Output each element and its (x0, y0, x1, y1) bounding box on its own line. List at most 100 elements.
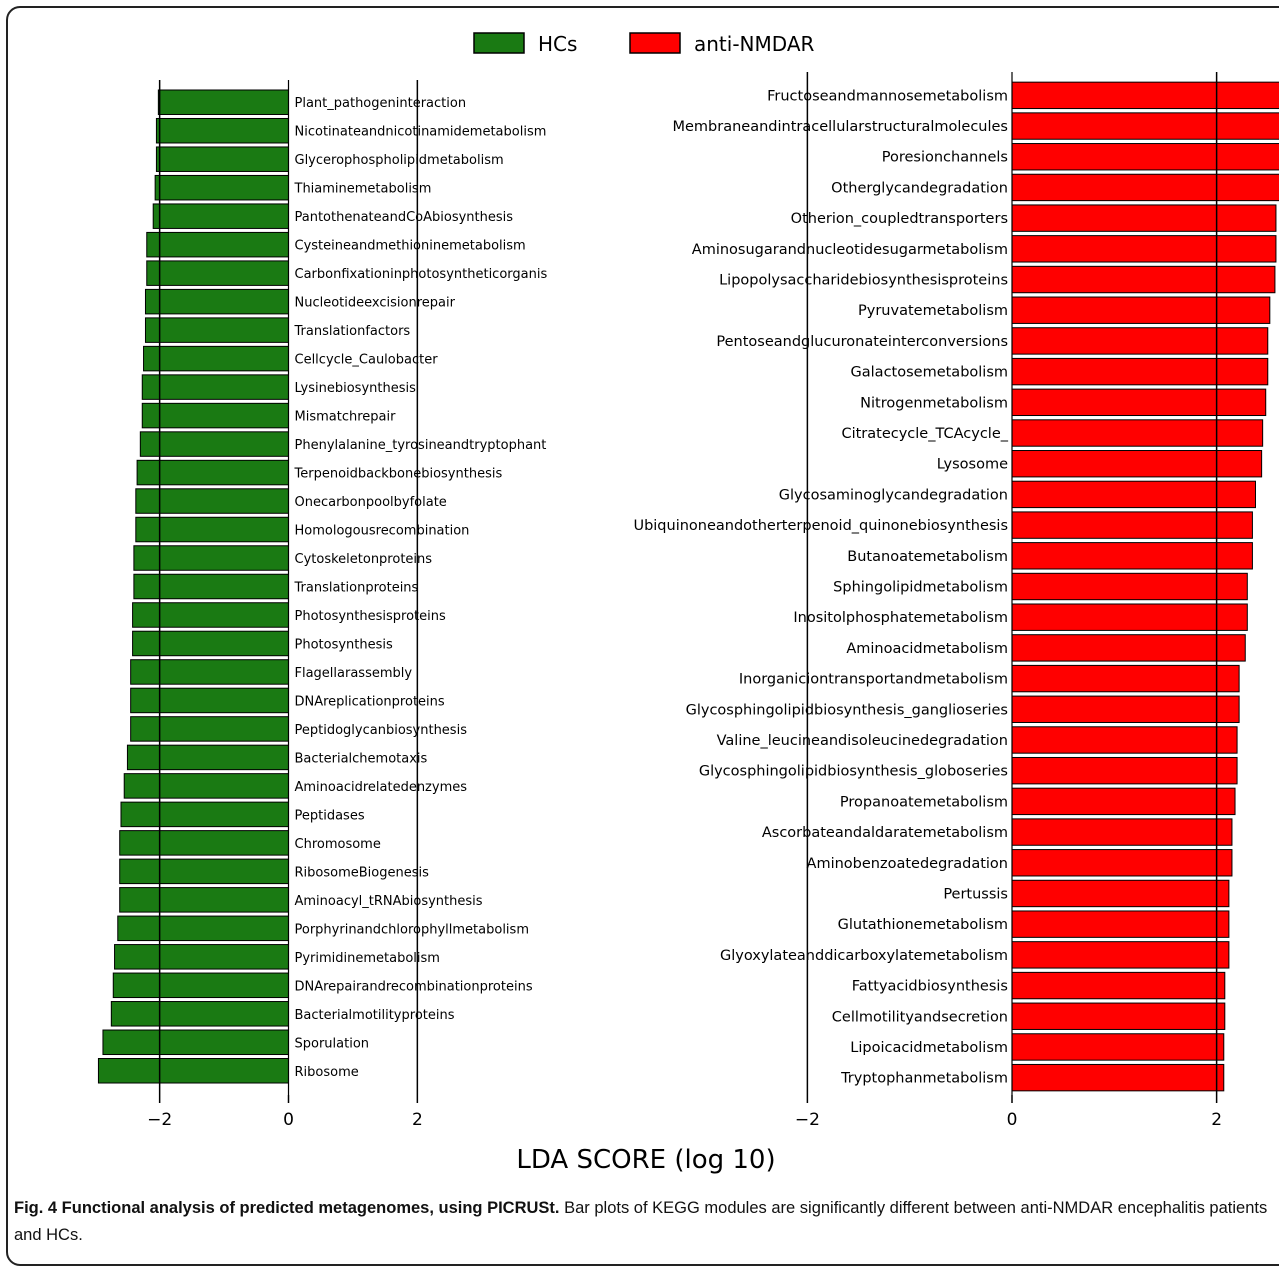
category-label: Membraneandintracellularstructuralmolecu… (673, 119, 1009, 135)
category-label: Lysosome (937, 457, 1008, 473)
bar-peptidoglycanbiosynthesis (130, 716, 289, 742)
category-label: Inositolphosphatemetabolism (793, 610, 1008, 626)
category-label: Homologousrecombination (295, 524, 470, 539)
bar-nucleotideexcisionrepair (144, 288, 289, 315)
bar-propanoatemetabolism (1011, 787, 1236, 816)
legend-label-anti-nmdar: anti-NMDAR (694, 32, 814, 56)
category-label: Tryptophanmetabolism (840, 1071, 1008, 1087)
bar-lysosome (1011, 450, 1263, 478)
bar-onecarbonpoolbyfolate (135, 488, 289, 514)
category-label: Translationfactors (294, 324, 411, 339)
caption-text: Bar plots of KEGG modules are significan… (14, 1199, 1268, 1244)
category-label: Mismatchrepair (295, 410, 397, 425)
category-label: Bacterialmotilityproteins (295, 1008, 455, 1023)
bar-citratecycle-tcacycle (1011, 419, 1264, 447)
category-label: Sporulation (295, 1036, 370, 1051)
category-label: Chromosome (295, 837, 381, 852)
category-label: Glycosaminoglycandegradation (779, 487, 1008, 503)
bar-sphingolipidmetabolism (1011, 572, 1248, 601)
bar-glycosphingolipidbiosynthesis-globoseries (1011, 756, 1238, 785)
bar-nicotinateandnicotinamidemetabolism (155, 117, 289, 144)
bar-cellmotilityandsecretion (1011, 1002, 1226, 1030)
bar-mismatchrepair (141, 402, 289, 429)
category-label: Porphyrinandchlorophyllmetabolism (295, 922, 529, 937)
category-label: Onecarbonpoolbyfolate (295, 495, 447, 510)
bar-butanoatemetabolism (1011, 542, 1253, 570)
bar-fattyacidbiosynthesis (1011, 971, 1226, 1000)
bar-chromosome (119, 830, 289, 856)
category-label: Peptidoglycanbiosynthesis (295, 723, 468, 738)
bar-sporulation (102, 1029, 290, 1056)
category-label: RibosomeBiogenesis (295, 865, 430, 880)
bar-ubiquinoneandotherterpenoid-quinonebiosynthesis (1011, 511, 1253, 539)
bar-nitrogenmetabolism (1011, 388, 1267, 417)
figure-caption: Fig. 4 Functional analysis of predicted … (14, 1195, 1276, 1249)
category-label: DNAreplicationproteins (295, 694, 445, 709)
category-label: Photosynthesis (295, 637, 394, 652)
category-label: Thiaminemetabolism (294, 182, 432, 197)
category-label: Aminosugarandnucleotidesugarmetabolism (692, 242, 1008, 258)
category-label: Cysteineandmethioninemetabolism (295, 239, 526, 254)
category-label: Peptidases (295, 808, 365, 823)
category-label: Otherglycandegradation (831, 180, 1008, 196)
category-label: Glyoxylateanddicarboxylatemetabolism (720, 948, 1008, 964)
bar-aminosugarandnucleotidesugarmetabolism (1011, 235, 1277, 263)
bar-translationfactors (144, 317, 289, 343)
category-label: Flagellarassembly (295, 666, 413, 681)
bar-inorganiciontransportandmetabolism (1011, 664, 1240, 693)
bar-cysteineandmethioninemetabolism (146, 231, 289, 258)
category-label: Phenylalanine_tyrosineandtryptophant (295, 438, 547, 453)
chart-legend: HCs anti-NMDAR (473, 32, 814, 56)
category-label: Fructoseandmannosemetabolism (767, 88, 1008, 104)
bar-pertussis (1011, 879, 1230, 908)
category-label: Fattyacidbiosynthesis (852, 979, 1008, 995)
category-label: Plant_pathogeninteraction (295, 96, 467, 111)
category-label: Pyrimidinemetabolism (295, 951, 440, 966)
category-label: Nucleotideexcisionrepair (295, 296, 456, 311)
x-axis-label: LDA SCORE (log 10) (516, 1145, 775, 1175)
category-label: Sphingolipidmetabolism (833, 580, 1008, 596)
bar-aminoacidmetabolism (1011, 634, 1246, 662)
category-label: Ubiquinoneandotherterpenoid_quinonebiosy… (633, 518, 1008, 534)
bar-dnareplicationproteins (130, 687, 289, 714)
caption-title: Fig. 4 Functional analysis of predicted … (14, 1199, 560, 1217)
panel-hcs: Plant_pathogeninteraction Nicotinateandni… (97, 80, 548, 1130)
bar-phenylalanine-tyrosineandtryptophant (139, 431, 289, 457)
category-label: Photosynthesisproteins (295, 609, 446, 624)
bar-porphyrinandchlorophyllmetabolism (117, 915, 289, 942)
bar-fructoseandmannosemetabolism (1011, 81, 1279, 110)
category-label: DNArepairandrecombinationproteins (295, 979, 533, 994)
bar-photosynthesisproteins (132, 602, 289, 628)
bar-lipopolysaccharidebiosynthesisproteins (1011, 265, 1276, 294)
category-label: Lipoicacidmetabolism (850, 1040, 1008, 1056)
bar-tryptophanmetabolism (1011, 1063, 1225, 1092)
x-tick-label: 0 (1007, 1110, 1018, 1130)
bar-ribosome (97, 1058, 289, 1084)
category-label: Pyruvatemetabolism (858, 303, 1008, 319)
bar-dnarepairandrecombinationproteins (112, 972, 290, 999)
x-tick-label: 2 (1211, 1110, 1222, 1130)
category-label: Aminoacidrelatedenzymes (295, 780, 468, 795)
bar-cytoskeletonproteins (133, 545, 289, 571)
bar-membraneandintracellularstructuralmolecules (1011, 112, 1279, 140)
bar-glycosphingolipidbiosynthesis-ganglioseries (1011, 695, 1240, 723)
bar-inositolphosphatemetabolism (1011, 603, 1248, 631)
bar-pyruvatemetabolism (1011, 296, 1271, 324)
bar-homologousrecombination (135, 516, 289, 543)
bar-bacterialchemotaxis (126, 744, 289, 771)
category-label: PantothenateandCoAbiosynthesis (295, 210, 514, 225)
category-label: Cellcycle_Caulobacter (295, 353, 439, 368)
bar-photosynthesis (132, 630, 289, 657)
category-label: Valine_leucineandisoleucinedegradation (717, 733, 1008, 749)
category-label: Lipopolysaccharidebiosynthesisproteins (719, 273, 1008, 289)
bar-flagellarassembly (130, 659, 289, 685)
category-label: Carbonfixationinphotosyntheticorganis (295, 267, 548, 282)
x-tick-label: −2 (795, 1110, 820, 1130)
category-label: Butanoatemetabolism (847, 549, 1008, 565)
x-tick-label: 2 (412, 1110, 423, 1130)
bar-aminoacyl-trnabiosynthesis (119, 887, 289, 913)
bar-otherglycandegradation (1011, 173, 1279, 202)
category-label: Glycosphingolipidbiosynthesis_ganglioser… (686, 702, 1008, 718)
legend-swatch-anti-nmdar (629, 32, 681, 54)
category-label: Nicotinateandnicotinamidemetabolism (295, 125, 547, 140)
